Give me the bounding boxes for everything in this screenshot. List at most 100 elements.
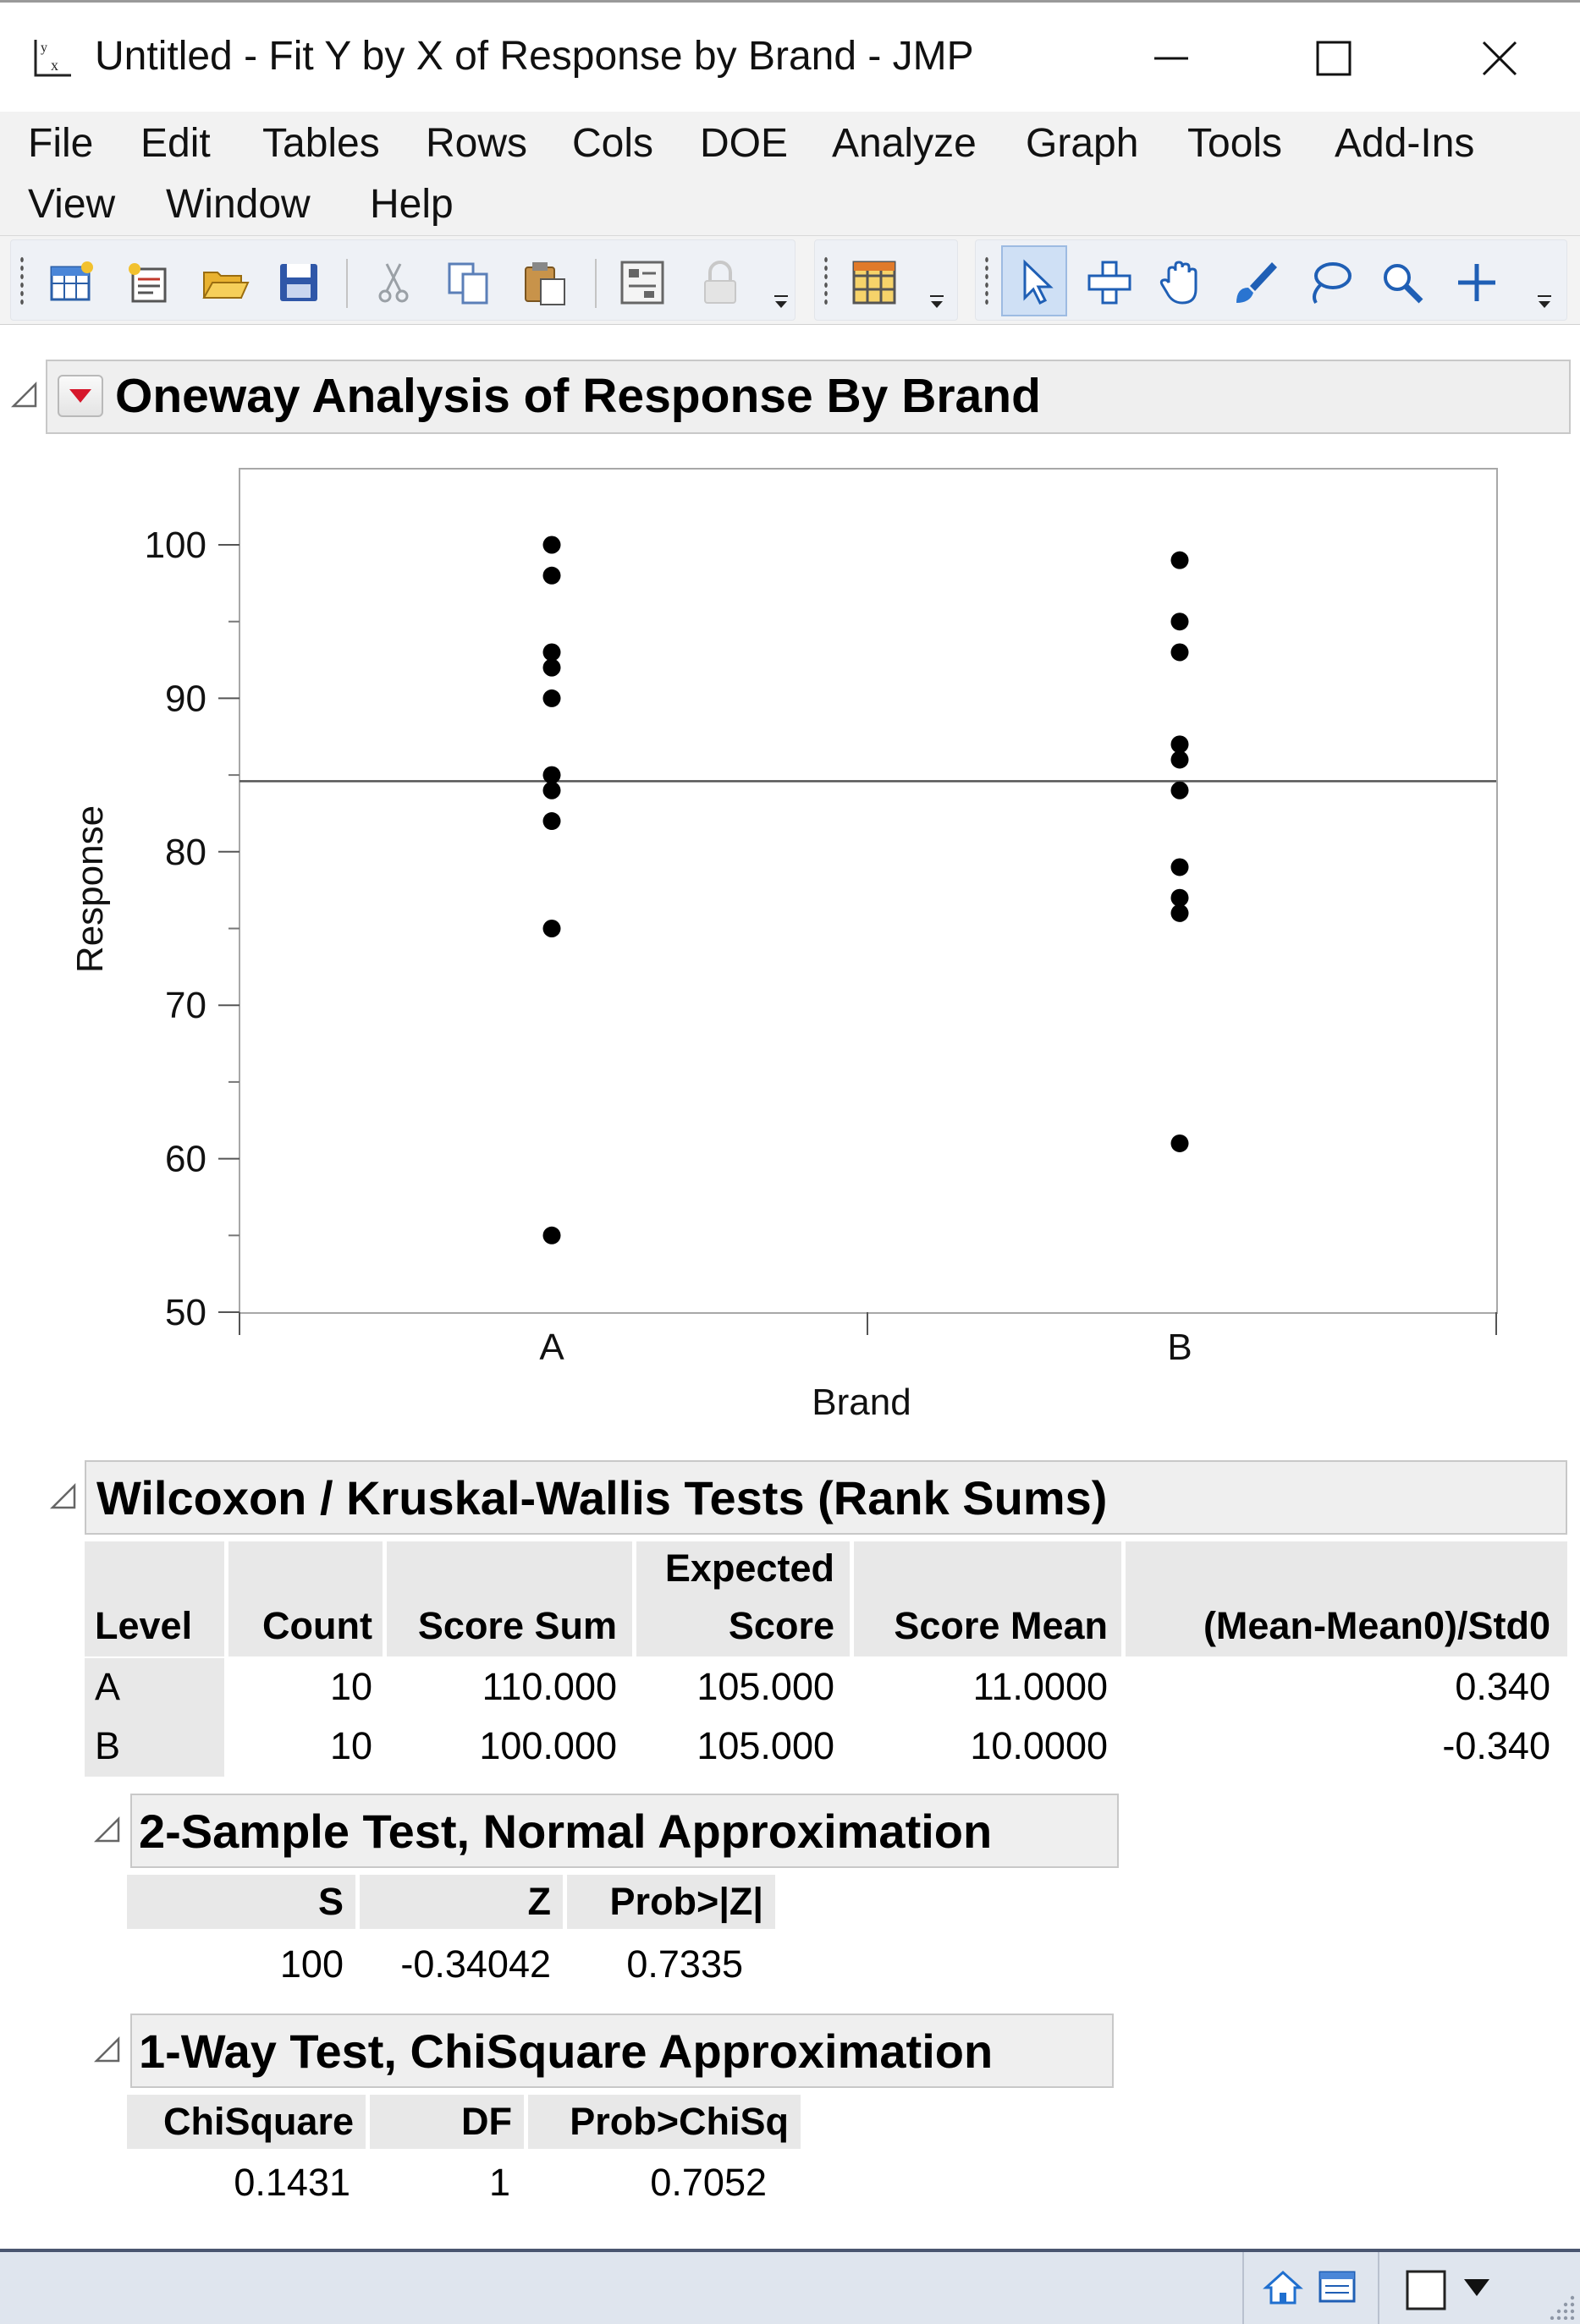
data-point-a[interactable] <box>542 920 561 937</box>
minimize-button[interactable] <box>1137 25 1205 92</box>
menu-cols[interactable]: Cols <box>572 121 654 166</box>
hand-tool-icon[interactable] <box>1157 257 1208 308</box>
x-tick-label: B <box>1167 1327 1192 1368</box>
menu-edit[interactable]: Edit <box>140 121 211 166</box>
menu-add-ins[interactable]: Add-Ins <box>1335 121 1475 166</box>
status-bar <box>0 2249 1580 2324</box>
new-script-icon[interactable] <box>123 257 173 308</box>
crosshair-tool-icon[interactable] <box>1084 257 1135 308</box>
data-point-a[interactable] <box>542 689 561 707</box>
data-point-b[interactable] <box>1170 735 1189 754</box>
menu-view[interactable]: View <box>28 182 116 227</box>
window-title: Untitled - Fit Y by X of Response by Bra… <box>95 34 974 79</box>
data-point-b[interactable] <box>1170 643 1189 662</box>
data-point-b[interactable] <box>1170 551 1189 569</box>
tools-toolbar <box>975 239 1567 321</box>
cut-icon[interactable] <box>368 257 419 308</box>
maximize-icon <box>1316 41 1352 76</box>
title-bar: y x Untitled - Fit Y by X of Response by… <box>0 0 1580 112</box>
x-axis-label: Brand <box>812 1382 911 1423</box>
data-point-b[interactable] <box>1170 613 1189 631</box>
menu-analyze[interactable]: Analyze <box>832 121 977 166</box>
data-point-b[interactable] <box>1170 781 1189 799</box>
paste-icon[interactable] <box>519 257 570 308</box>
brush-tool-icon[interactable] <box>1230 257 1280 308</box>
arrow-tool-icon[interactable] <box>1010 257 1060 308</box>
value-z: -0.34042 <box>400 1942 551 1986</box>
col-header-df: DF <box>461 2100 512 2143</box>
menu-rows[interactable]: Rows <box>426 121 528 166</box>
data-point-b[interactable] <box>1170 750 1189 769</box>
col-header-level: Level <box>95 1604 193 1647</box>
menu-graph[interactable]: Graph <box>1026 121 1139 166</box>
col-header-count: Count <box>262 1604 372 1647</box>
value-df: 1 <box>488 2161 510 2204</box>
menu-tables[interactable]: Tables <box>262 121 380 166</box>
menu-doe[interactable]: DOE <box>700 121 789 166</box>
magnifier-tool-icon[interactable] <box>1377 257 1428 308</box>
annotate-plus-icon[interactable] <box>1451 257 1502 308</box>
two-sample-disclosure-icon[interactable] <box>93 1816 122 1844</box>
row-a-level: A <box>95 1665 121 1708</box>
toolbar-overflow-icon[interactable] <box>927 291 947 311</box>
y-tick-label: 70 <box>165 985 206 1026</box>
oneway-disclosure-icon[interactable] <box>10 381 39 409</box>
menu-window[interactable]: Window <box>166 182 311 227</box>
wilcoxon-disclosure-icon[interactable] <box>49 1482 78 1511</box>
row-a-count: 10 <box>329 1665 372 1708</box>
window-list-icon[interactable] <box>1317 2266 1361 2310</box>
data-point-a[interactable] <box>542 536 561 554</box>
row-a-score-sum: 110.000 <box>482 1665 617 1708</box>
col-header-s: S <box>317 1880 344 1923</box>
resize-grip-icon[interactable] <box>1549 2291 1577 2320</box>
data-point-a[interactable] <box>542 1226 561 1244</box>
data-point-b[interactable] <box>1170 904 1189 922</box>
value-prob-chisq: 0.7052 <box>650 2161 767 2204</box>
menu-file[interactable]: File <box>28 121 94 166</box>
toolbar-overflow-icon[interactable] <box>771 291 791 311</box>
toolbar-grip[interactable] <box>984 255 989 308</box>
col-header-expected-line2: Score <box>728 1604 834 1647</box>
window-square-icon[interactable] <box>1405 2269 1447 2311</box>
data-point-a[interactable] <box>542 643 561 662</box>
close-button[interactable] <box>1466 25 1533 92</box>
col-header-prob-chisq: Prob>ChiSq <box>570 2100 789 2143</box>
new-data-table-icon[interactable] <box>45 257 96 308</box>
data-point-a[interactable] <box>542 658 561 677</box>
data-point-b[interactable] <box>1170 888 1189 907</box>
lasso-tool-icon[interactable] <box>1304 257 1355 308</box>
data-point-a[interactable] <box>542 566 561 585</box>
dropdown-triangle-icon[interactable] <box>1462 2276 1491 2299</box>
value-prob-z: 0.7335 <box>626 1942 743 1986</box>
chisq-disclosure-icon[interactable] <box>93 2036 122 2064</box>
table-icon[interactable] <box>849 257 900 308</box>
col-header-score-sum: Score Sum <box>417 1604 617 1647</box>
toolbar <box>0 235 1580 325</box>
save-icon[interactable] <box>273 257 324 308</box>
menu-help[interactable]: Help <box>370 182 454 227</box>
maximize-button[interactable] <box>1300 25 1368 92</box>
oneway-plot-frame <box>239 468 1498 1314</box>
toolbar-overflow-icon[interactable] <box>1534 291 1555 311</box>
arrow-tool-selected <box>1001 245 1067 316</box>
open-icon[interactable] <box>199 257 250 308</box>
y-tick-label: 100 <box>145 525 206 566</box>
data-point-a[interactable] <box>542 812 561 831</box>
toolbar-grip[interactable] <box>823 255 829 308</box>
data-points[interactable] <box>542 536 1189 1244</box>
value-s: 100 <box>279 1942 344 1986</box>
data-view-icon[interactable] <box>617 257 668 308</box>
data-point-b[interactable] <box>1170 1134 1189 1152</box>
home-icon[interactable] <box>1263 2267 1303 2308</box>
red-triangle-menu-button[interactable] <box>58 375 103 417</box>
data-point-a[interactable] <box>542 766 561 784</box>
lock-icon[interactable] <box>695 257 746 308</box>
data-point-b[interactable] <box>1170 858 1189 876</box>
menu-bar: File Edit Tables Rows Cols DOE Analyze G… <box>0 112 1580 235</box>
data-point-a[interactable] <box>542 781 561 799</box>
copy-icon[interactable] <box>443 257 493 308</box>
toolbar-grip[interactable] <box>19 255 25 308</box>
menu-tools[interactable]: Tools <box>1187 121 1283 166</box>
y-tick-label: 50 <box>165 1292 206 1333</box>
